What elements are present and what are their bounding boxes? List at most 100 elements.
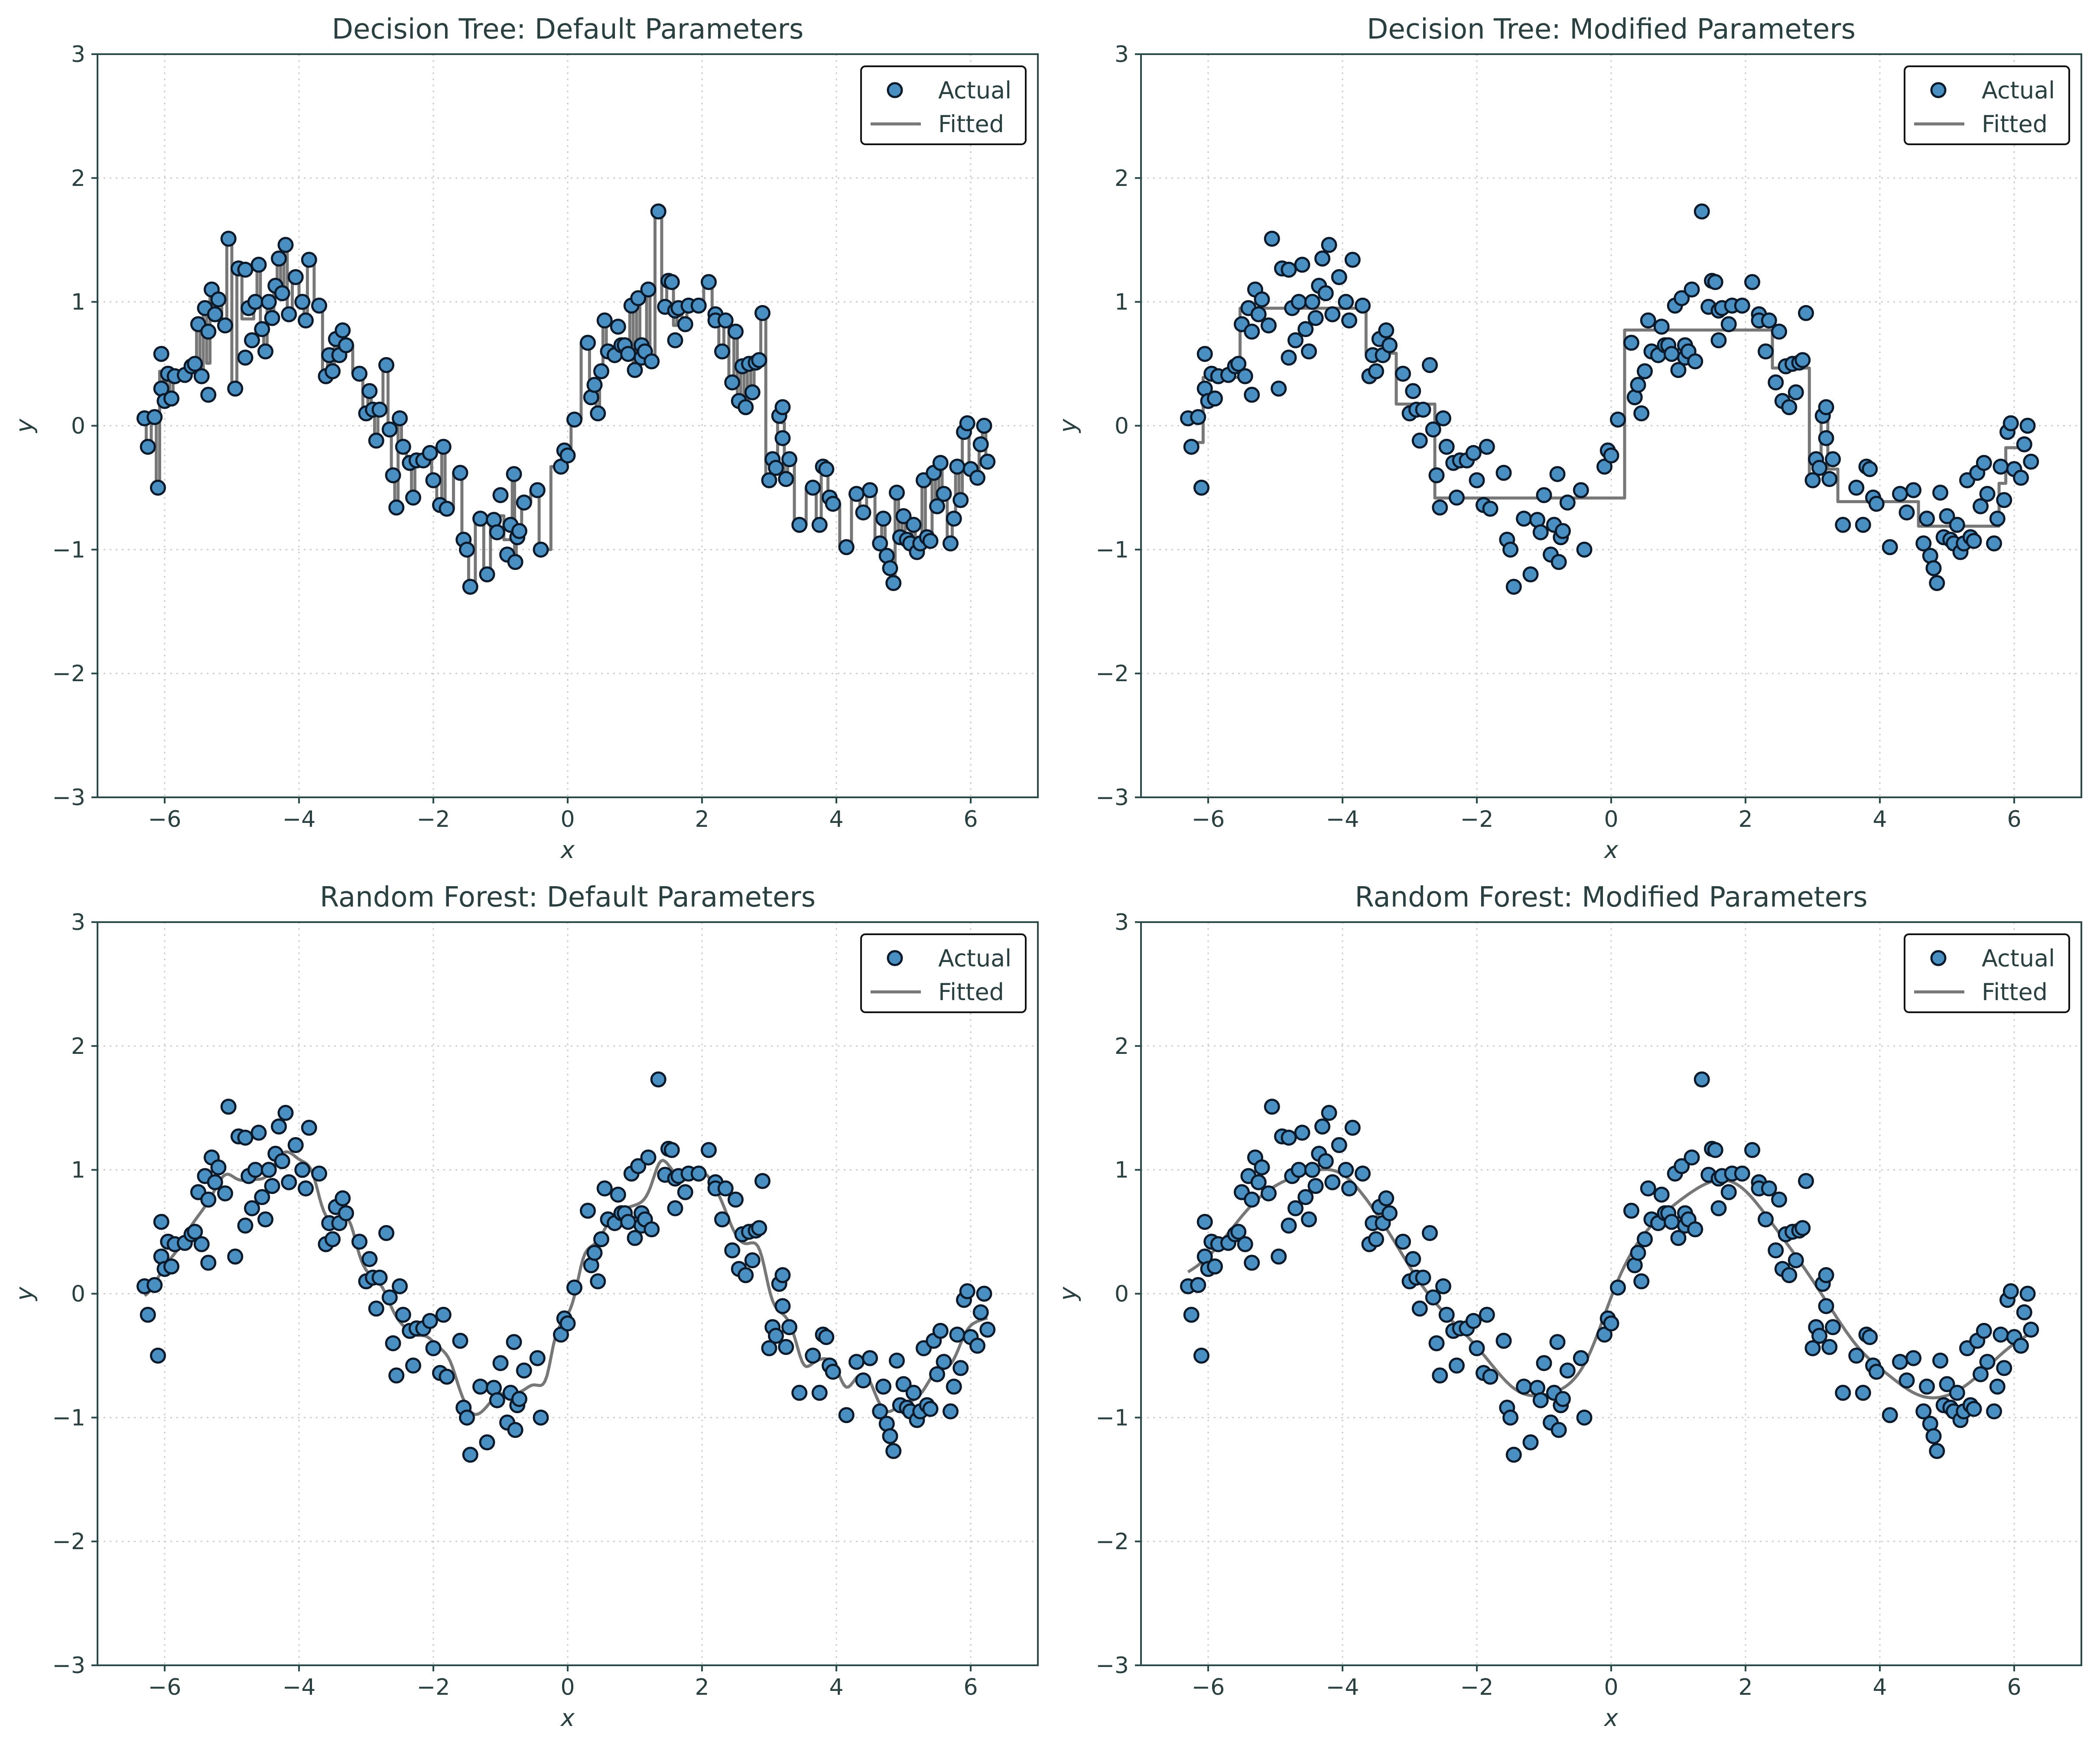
actual-point	[580, 335, 596, 351]
actual-point	[2023, 453, 2039, 470]
actual-point	[1674, 290, 1690, 306]
actual-point	[644, 353, 660, 370]
actual-point	[1482, 500, 1499, 517]
actual-point	[1976, 1323, 1992, 1339]
actual-point	[1939, 508, 1955, 524]
actual-point	[1281, 1217, 1297, 1234]
actual-point	[744, 1252, 761, 1268]
actual-point	[1576, 541, 1593, 558]
actual-point	[506, 466, 522, 482]
actual-point	[1301, 1211, 1317, 1228]
actual-point	[1758, 343, 1774, 360]
actual-point	[1516, 510, 1532, 527]
actual-point	[1465, 1313, 1482, 1329]
actual-point	[1848, 1347, 1865, 1364]
actual-point	[395, 439, 411, 455]
actual-point	[714, 1211, 730, 1228]
actual-point	[1449, 489, 1465, 506]
y-tick-label: 0	[1115, 1281, 1129, 1307]
x-tick-label: −6	[148, 806, 182, 832]
actual-point	[872, 535, 888, 552]
actual-point	[153, 1214, 169, 1230]
x-tick-label: −6	[148, 1674, 182, 1700]
actual-point	[435, 439, 452, 455]
actual-point	[1761, 1180, 1777, 1197]
actual-point	[778, 471, 794, 487]
actual-point	[949, 1326, 965, 1343]
actual-point	[1207, 1258, 1223, 1275]
actual-point	[1244, 323, 1260, 340]
actual-point	[838, 539, 855, 556]
actual-point	[1734, 1165, 1750, 1182]
actual-point	[2002, 415, 2019, 432]
x-tick-label: 2	[695, 1674, 709, 1700]
actual-point	[1435, 410, 1451, 426]
y-axis-label: y	[11, 418, 38, 433]
actual-point	[1684, 1149, 1700, 1166]
actual-point	[781, 451, 797, 468]
actual-point	[1271, 1248, 1287, 1265]
actual-point	[1835, 1384, 1851, 1401]
actual-point	[885, 1443, 902, 1459]
actual-point	[1559, 494, 1576, 511]
actual-point	[959, 1283, 975, 1300]
actual-point	[405, 1357, 421, 1374]
actual-point	[1973, 1366, 1989, 1382]
actual-point	[791, 1384, 808, 1401]
actual-point	[1788, 1252, 1804, 1268]
actual-point	[1469, 472, 1485, 488]
actual-point	[1549, 466, 1566, 482]
actual-point	[1378, 1190, 1395, 1206]
actual-point	[929, 1366, 945, 1382]
actual-point	[200, 387, 217, 403]
actual-point	[1986, 1403, 2002, 1420]
actual-point	[335, 1190, 351, 1206]
y-tick-label: 1	[1115, 289, 1129, 315]
actual-point	[1610, 411, 1626, 428]
actual-point	[1892, 1354, 1908, 1370]
actual-point	[1821, 1339, 1838, 1355]
actual-point	[738, 399, 754, 416]
x-tick-label: −6	[1192, 1674, 1225, 1700]
actual-point	[529, 482, 546, 498]
actual-point	[378, 1225, 394, 1241]
x-tick-label: 0	[560, 1674, 575, 1700]
x-tick-label: 6	[2007, 1674, 2021, 1700]
actual-point	[244, 332, 260, 348]
actual-point	[768, 460, 784, 476]
actual-point	[1758, 1211, 1774, 1228]
actual-point	[281, 306, 297, 322]
actual-point	[644, 1221, 660, 1238]
actual-point	[1307, 310, 1324, 326]
actual-point	[1710, 332, 1727, 348]
actual-point	[922, 533, 939, 549]
actual-point	[422, 1313, 438, 1329]
actual-point	[1979, 1354, 1996, 1370]
actual-point	[207, 1174, 223, 1190]
actual-point	[1291, 1162, 1307, 1178]
actual-point	[257, 1211, 273, 1228]
actual-point	[1281, 261, 1297, 278]
actual-point	[677, 316, 693, 332]
actual-point	[210, 1159, 227, 1176]
actual-point	[1244, 387, 1260, 403]
actual-point	[511, 523, 527, 539]
actual-point	[1261, 317, 1277, 334]
legend-fitted-label: Fitted	[938, 110, 1004, 138]
y-tick-label: −2	[1096, 661, 1129, 687]
actual-point	[936, 486, 952, 502]
actual-point	[247, 294, 263, 310]
actual-point	[1304, 294, 1320, 310]
actual-point	[1183, 1306, 1200, 1323]
actual-point	[1637, 1231, 1653, 1248]
actual-point	[1244, 1191, 1260, 1208]
actual-point	[511, 1391, 527, 1407]
actual-point	[717, 1180, 734, 1197]
y-tick-label: −3	[1096, 785, 1129, 811]
actual-point	[1382, 1205, 1398, 1222]
x-tick-label: 6	[963, 806, 978, 832]
actual-point	[805, 479, 821, 496]
actual-point	[425, 472, 442, 488]
actual-point	[1919, 1378, 1935, 1395]
actual-point	[1297, 321, 1314, 338]
